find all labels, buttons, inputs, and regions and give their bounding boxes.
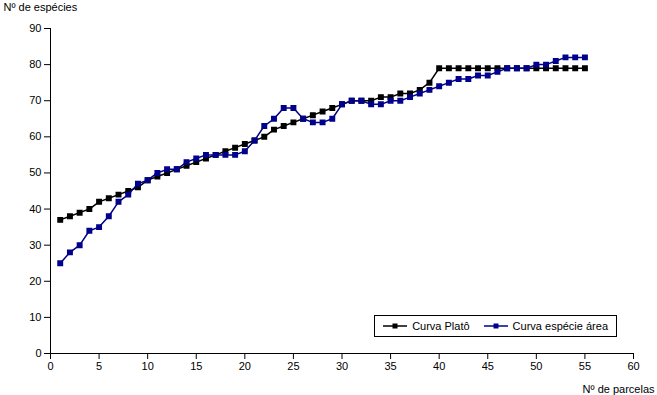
svg-text:50: 50 xyxy=(29,166,41,178)
svg-text:45: 45 xyxy=(482,360,494,372)
svg-text:80: 80 xyxy=(29,58,41,70)
svg-text:0: 0 xyxy=(47,360,53,372)
svg-text:55: 55 xyxy=(579,360,591,372)
svg-text:50: 50 xyxy=(530,360,542,372)
svg-text:35: 35 xyxy=(384,360,396,372)
svg-text:60: 60 xyxy=(627,360,639,372)
svg-text:15: 15 xyxy=(190,360,202,372)
svg-text:25: 25 xyxy=(287,360,299,372)
svg-text:10: 10 xyxy=(29,311,41,323)
svg-text:70: 70 xyxy=(29,94,41,106)
svg-text:30: 30 xyxy=(29,239,41,251)
svg-text:20: 20 xyxy=(29,275,41,287)
html-text:Curva Platô: Curva Platô xyxy=(412,320,470,332)
svg-text:60: 60 xyxy=(29,130,41,142)
svg-text:20: 20 xyxy=(239,360,251,372)
svg-text:Nº de parcelas: Nº de parcelas xyxy=(583,383,655,395)
svg-text:10: 10 xyxy=(142,360,154,372)
svg-text:40: 40 xyxy=(433,360,445,372)
svg-text:0: 0 xyxy=(35,347,41,359)
svg-text:90: 90 xyxy=(29,22,41,34)
html-text:Curva espécie área: Curva espécie área xyxy=(512,320,608,332)
svg-text:Nº de espécies: Nº de espécies xyxy=(4,1,78,13)
svg-text:40: 40 xyxy=(29,203,41,215)
svg-text:5: 5 xyxy=(96,360,102,372)
svg-text:30: 30 xyxy=(336,360,348,372)
